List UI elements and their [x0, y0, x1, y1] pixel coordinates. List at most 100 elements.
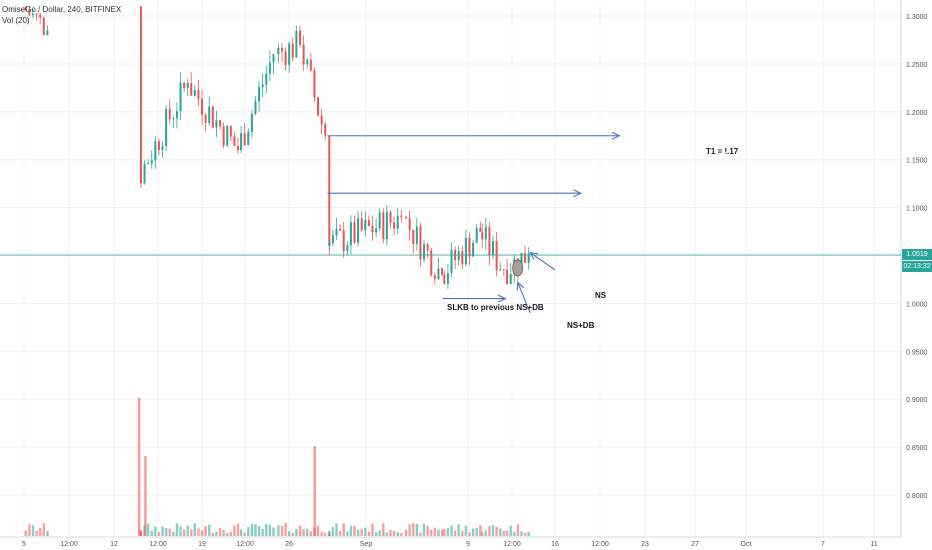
volume-bar [200, 530, 204, 536]
time-tick-label: 16 [551, 541, 559, 548]
volume-bar [412, 523, 415, 536]
volume-bar [277, 525, 280, 536]
candle-body [371, 225, 374, 233]
volume-bar [265, 523, 268, 536]
symbol-title[interactable]: OmiseGo / Dollar, 240, BITFINEX [2, 5, 122, 14]
candle-body [378, 212, 381, 229]
volume-spike-bar [137, 398, 141, 536]
volume-bar [280, 525, 284, 536]
candle-body [415, 226, 418, 245]
volume-bar [400, 532, 403, 536]
volume-bar [306, 528, 309, 536]
volume-bar [42, 523, 45, 536]
volume-bar [389, 529, 392, 536]
volume-bar [46, 531, 49, 536]
annotation-slkb[interactable]: SLKB to previous NS+DB [447, 303, 544, 312]
candle-body [479, 227, 482, 232]
volume-bar [291, 532, 294, 536]
candle-body [215, 120, 218, 128]
annotation-ns[interactable]: NS [595, 291, 607, 300]
candle-body [441, 268, 444, 275]
volume-bar [186, 525, 189, 536]
annotation-t1[interactable]: T1 = !.17 [706, 147, 739, 156]
time-axis: 5 12:00 12 12:00 19 12:00 26 Sep 9 12:00 16 12:00 23… [22, 541, 878, 548]
volume-bar [211, 532, 215, 536]
volume-bar [513, 532, 516, 536]
volume-bar [509, 525, 512, 536]
candle-body [197, 89, 200, 99]
volume-bar [382, 523, 385, 536]
volume-spike-bar [313, 446, 316, 536]
candle-body [357, 218, 360, 243]
candle-body [423, 244, 426, 260]
volume-bar [440, 529, 444, 536]
price-tick-label: 1.2000 [906, 110, 928, 117]
candle-body [353, 222, 356, 243]
volume-bar [353, 525, 356, 536]
volume-bar [479, 525, 482, 536]
arrow-head [611, 131, 621, 140]
candle-body [240, 133, 243, 151]
marker-ellipse [512, 259, 524, 277]
volume-title[interactable]: Vol (20) [2, 16, 30, 25]
candle-body [147, 163, 150, 165]
volume-bar [430, 529, 433, 536]
arrow-head [497, 294, 507, 303]
volume-bar [443, 528, 446, 536]
volume-bar [320, 531, 323, 536]
volume-bar [182, 529, 186, 536]
candle-body [211, 106, 214, 128]
volume-bar [360, 529, 363, 536]
candle-body [468, 237, 471, 257]
candle-body [295, 30, 298, 58]
candle-body [320, 115, 323, 125]
volume-bar [316, 525, 320, 536]
candle-body [382, 212, 385, 240]
volume-bar [408, 524, 411, 536]
candle-body [446, 273, 449, 284]
candle-body [472, 242, 475, 257]
volume-bar [505, 530, 509, 536]
candle-body [258, 87, 261, 102]
time-tick-label: 9 [466, 541, 470, 548]
volume-bar [499, 528, 502, 536]
arrow-head [529, 251, 539, 260]
volume-bar [346, 531, 349, 536]
volume-bar [175, 523, 179, 536]
arrow-line [529, 252, 556, 271]
candle-body [172, 118, 175, 120]
time-tick-label: 12:00 [591, 541, 609, 548]
volume-bar [28, 524, 31, 536]
candle-body [175, 111, 178, 119]
volume-bars [24, 398, 530, 536]
volume-bar [247, 526, 250, 536]
volume-bar [457, 524, 460, 536]
candle-body [393, 222, 396, 229]
candle-body [342, 230, 345, 252]
candle-body [32, 13, 34, 16]
time-tick-label: Sep [360, 541, 373, 548]
candle-body [313, 70, 316, 98]
volume-bar [250, 523, 254, 536]
volume-bar [233, 525, 236, 536]
volume-bar [520, 531, 523, 536]
volume-bar [287, 531, 291, 536]
candle-body [367, 219, 370, 226]
volume-bar [491, 525, 495, 536]
volume-bar [154, 526, 157, 536]
time-tick-label: 27 [691, 541, 699, 548]
volume-bar [229, 531, 233, 536]
volume-bar [161, 526, 164, 536]
volume-bar [168, 528, 171, 536]
annotation-ns-db[interactable]: NS+DB [567, 321, 595, 330]
candle-body [331, 235, 334, 244]
volume-bar [502, 530, 506, 536]
candle-body [193, 89, 196, 96]
candle-body [154, 141, 157, 161]
candle-body [430, 250, 433, 276]
volume-bar [523, 532, 527, 536]
volume-bar [331, 526, 335, 536]
candle-body [495, 241, 498, 270]
candle-body [464, 237, 467, 265]
